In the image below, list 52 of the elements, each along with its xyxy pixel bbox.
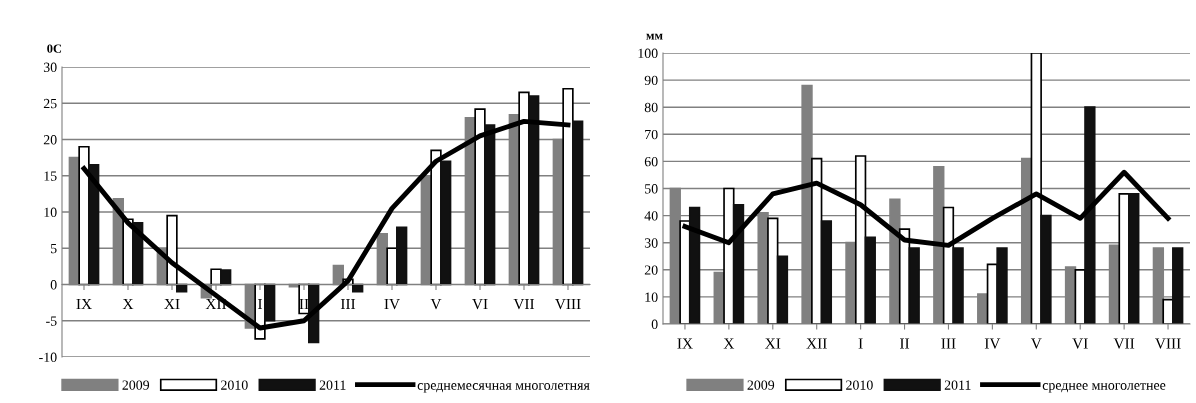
x-tick-label: X: [122, 298, 134, 309]
y-tick-label: 100: [638, 48, 658, 58]
y-tick-label: 0: [651, 319, 658, 329]
x-tick-label: V: [430, 298, 442, 310]
x-tick-label: VI: [1072, 338, 1088, 349]
y-axis-title: 0C: [47, 44, 62, 53]
legend-label: 2011: [319, 380, 346, 390]
x-tick-label: V: [1030, 338, 1042, 349]
x-tick-label: X: [723, 338, 735, 349]
y-tick-label: 90: [644, 75, 658, 86]
y-tick-label: -5: [46, 316, 57, 326]
x-tick-label: XI: [164, 298, 180, 309]
x-tick-label: III: [941, 338, 956, 349]
legend-label: среднее многолетнее: [1042, 383, 1166, 393]
y-tick-label: 25: [43, 98, 57, 109]
legend-label: 2011: [944, 380, 971, 390]
y-tick-label: 15: [44, 171, 57, 181]
x-tick-label: IX: [76, 298, 92, 309]
x-tick-label: VIII: [1155, 338, 1181, 349]
y-axis-title: мм: [646, 33, 663, 40]
y-tick-label: 80: [644, 102, 658, 113]
y-tick-label: 5: [51, 243, 57, 254]
legend-label: среднемесячная многолетняя: [417, 383, 590, 393]
legend-label: 2009: [122, 380, 150, 390]
x-tick-label: IV: [984, 338, 1001, 349]
x-tick-label: I: [258, 298, 263, 309]
x-tick-label: I: [858, 338, 863, 349]
legend-label: 2009: [747, 380, 775, 390]
x-tick-label: XI: [765, 338, 781, 349]
y-tick-label: -10: [39, 352, 57, 362]
legend-label: 2010: [846, 380, 873, 390]
y-tick-label: 70: [645, 129, 658, 140]
x-tick-label: IX: [677, 338, 693, 349]
x-tick-label: VII: [513, 298, 535, 310]
y-tick-label: 30: [43, 62, 57, 72]
y-tick-label: 50: [645, 184, 658, 194]
x-tick-label: IV: [384, 298, 400, 310]
y-tick-label: 10: [44, 207, 57, 217]
x-tick-label: XII: [806, 338, 827, 349]
y-tick-label: 30: [644, 238, 658, 248]
y-tick-label: 20: [644, 265, 658, 275]
x-tick-label: VII: [1113, 338, 1135, 349]
y-tick-label: 40: [644, 211, 658, 221]
x-tick-label: III: [340, 298, 356, 309]
legend-label: 2010: [221, 380, 248, 390]
x-tick-label: VIII: [555, 298, 581, 310]
y-tick-label: 60: [644, 156, 658, 167]
y-tick-label: 20: [43, 135, 57, 145]
y-tick-label: 10: [645, 292, 658, 302]
x-tick-label: VI: [472, 298, 488, 310]
y-tick-label: 0: [50, 280, 57, 290]
x-tick-label: II: [900, 338, 910, 349]
